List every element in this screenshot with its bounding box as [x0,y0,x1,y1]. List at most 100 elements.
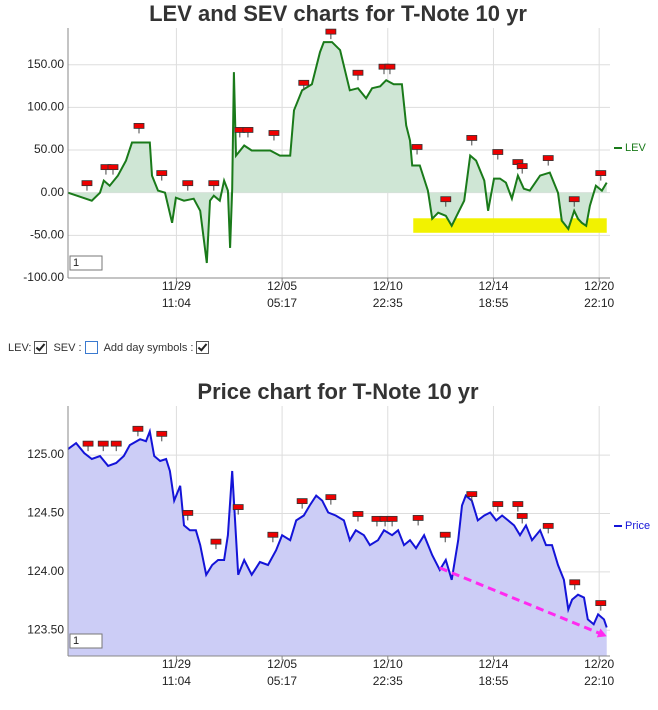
area-fill [68,431,607,656]
day-symbol [182,510,194,521]
day-symbol-flag [325,494,337,501]
x-tick-label: 12/14 18:55 [478,657,508,688]
day-symbol-flag [466,135,478,141]
day-symbol-flag [296,498,308,505]
day-symbol-flag [268,130,280,136]
range-input-value: 1 [73,257,79,269]
day-symbol-flag [298,79,310,86]
day-symbol [384,63,396,75]
day-symbol [81,180,93,191]
day-symbol-flag [107,164,119,171]
day-symbol-flag [232,504,244,510]
day-symbol [352,69,364,81]
day-symbol [439,531,451,543]
y-tick-label: 100.00 [27,100,64,114]
day-symbol [242,127,254,138]
day-symbol-flag [97,440,109,447]
control-label: SEV : [53,341,82,354]
day-symbol [595,170,607,181]
day-symbol-flag [440,196,452,203]
day-symbol-flag [542,155,554,161]
chart-title: Price chart for T-Note 10 yr [197,379,479,404]
day-symbol [182,180,194,191]
day-symbol [595,600,607,611]
x-tick-label: 11/29 11:04 [162,279,191,310]
day-symbol [210,538,222,550]
day-symbol-flag [512,501,524,507]
day-symbol [325,28,337,40]
day-symbol [412,515,424,526]
chart-title: LEV and SEV charts for T-Note 10 yr [149,1,527,26]
day-symbol [466,491,478,502]
day-symbol [542,522,554,534]
day-symbol [156,170,168,181]
day-symbol-flag [595,170,607,176]
day-symbol [298,79,310,91]
trend-arrow-head [596,628,607,638]
checkbox[interactable] [84,341,98,354]
series-line [67,41,608,264]
day-symbol-flag [267,531,279,538]
day-symbol-flag [492,501,504,507]
day-symbol-flag [412,515,424,521]
checkbox[interactable] [196,341,210,354]
day-symbol [268,130,280,141]
control-label: Add day symbols : [103,341,194,354]
day-symbol [569,579,581,590]
day-symbol [466,135,478,146]
range-input[interactable] [69,633,103,649]
day-symbol [132,425,144,437]
x-tick-label: 12/14 18:55 [478,279,508,310]
range-input[interactable] [69,255,103,271]
day-symbol-flag [516,163,528,169]
x-tick-label: 12/20 22:10 [584,279,614,310]
y-tick-label: 0.00 [41,185,65,199]
day-symbol-flag [492,149,504,155]
day-symbol-flag [411,144,423,150]
day-symbol-flag [595,600,607,606]
y-tick-label: -50.00 [30,228,64,242]
day-symbol-flag [182,510,194,516]
day-symbol-flag [386,515,398,522]
y-tick-label: 125.00 [27,447,64,461]
y-tick-label: 50.00 [34,142,64,156]
day-symbol [411,144,423,155]
day-symbol-flag [110,440,122,447]
day-symbol [512,501,524,512]
highlight-band [413,218,607,233]
day-symbol-flag [384,63,396,70]
day-symbol-flag [516,513,528,519]
day-symbol [133,123,145,134]
day-symbol-flag [325,28,337,35]
day-symbol [82,440,94,452]
day-symbol [97,440,109,452]
x-tick-label: 11/29 11:04 [162,657,191,688]
day-symbol-flag [210,538,222,545]
day-symbol [325,494,337,505]
x-tick-label: 12/10 22:35 [373,279,403,310]
day-symbol [492,501,504,512]
day-symbol [208,180,220,191]
day-symbol [110,440,122,452]
day-symbol [440,196,452,207]
day-symbol [267,531,279,543]
day-symbol-flag [81,180,93,187]
y-tick-label: 123.50 [27,622,64,636]
range-input-value: 1 [73,635,79,647]
day-symbol-flag [82,440,94,447]
day-symbol [352,511,364,522]
day-symbol-flag [568,196,580,203]
day-symbol-flag [133,123,145,129]
day-symbol-flag [352,511,364,517]
checkbox[interactable] [34,341,48,354]
day-symbol-flag [132,425,144,432]
x-tick-label: 12/05 05:17 [267,657,297,688]
day-symbol [568,196,580,207]
y-tick-label: 124.00 [27,564,64,578]
day-symbol [232,504,244,515]
day-symbol-flag [466,491,478,498]
day-symbol [516,513,528,524]
day-symbol [516,163,528,174]
y-tick-label: -100.00 [23,270,64,284]
